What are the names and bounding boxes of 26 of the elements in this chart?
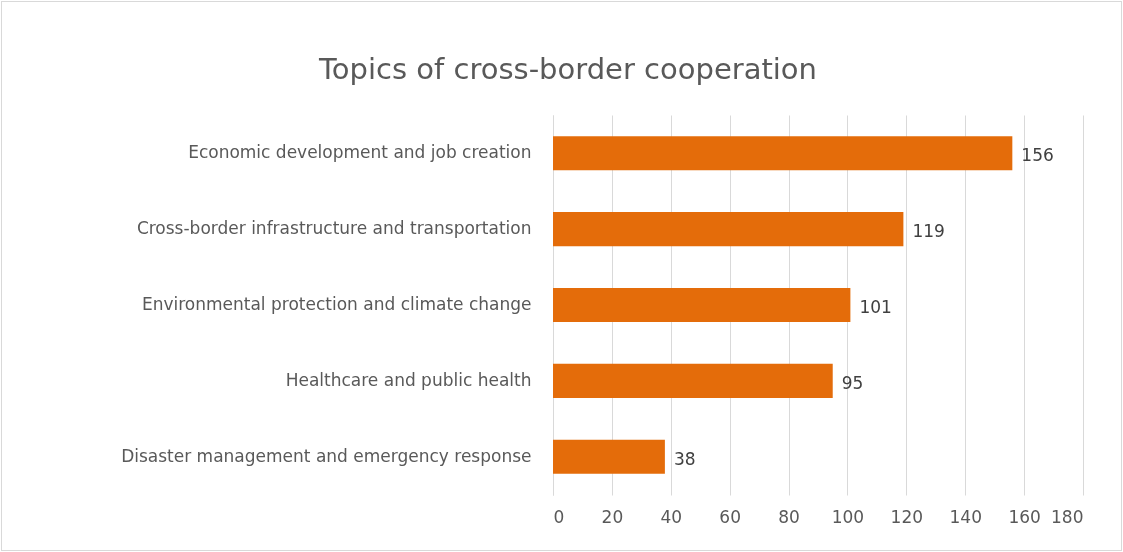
x-tick-label: 100 [831,506,865,527]
y-tick-label: Disaster management and emergency response [121,445,532,466]
x-tick-label: 60 [719,506,741,527]
bar [553,363,833,398]
bar [553,287,851,323]
x-tick-label: 180 [1051,506,1084,527]
data-label: 119 [912,221,945,242]
x-tick-label: 120 [890,506,924,527]
data-label: 156 [1021,145,1054,166]
x-tick-label: 20 [601,506,624,527]
x-tick-label: 40 [660,506,683,527]
bar [553,136,1013,171]
data-label: 101 [859,297,892,317]
x-tick-label: 80 [778,506,800,527]
y-tick-label: Environmental protection and climate change [141,294,532,314]
bar [553,439,665,474]
data-label: 38 [673,448,696,469]
y-tick-label: Cross-border infrastructure and transportation [136,218,532,239]
x-tick-label: 0 [553,506,565,527]
y-tick-label: Economic development and job creation [188,142,532,163]
x-tick-label: 160 [1008,506,1041,527]
y-tick-label: Healthcare and public health [285,369,532,390]
x-tick-label: 140 [949,506,982,527]
chart-title: Topics of cross-border cooperation [318,52,817,86]
data-label: 95 [841,372,864,393]
bar [553,212,904,247]
